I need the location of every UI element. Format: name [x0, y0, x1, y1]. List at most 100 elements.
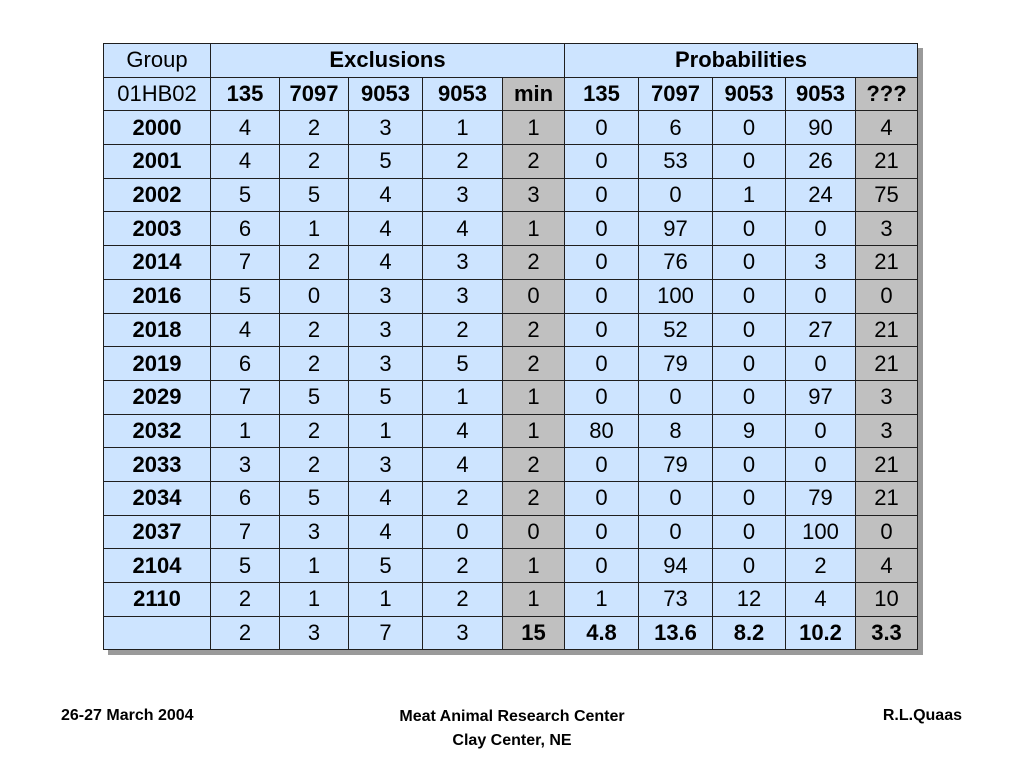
prob-unknown-cell: 3 [855, 211, 918, 247]
prob-cell: 0 [564, 144, 639, 179]
row-label: 2003 [103, 211, 211, 247]
prob-cell: 9 [712, 413, 786, 449]
excl-min-cell: 0 [502, 278, 565, 314]
prob-cell: 0 [712, 514, 786, 550]
prob-cell: 0 [785, 211, 856, 247]
prob-cell: 3 [785, 245, 856, 280]
prob-cell: 0 [712, 447, 786, 482]
prob-cell: 73 [638, 582, 713, 617]
prob-cell: 0 [712, 379, 786, 415]
prob-cell: 52 [638, 312, 713, 348]
excl-cell: 2 [279, 346, 349, 381]
header-row-1: Group Exclusions Probabilities [103, 43, 918, 78]
row-label: 2018 [103, 312, 211, 348]
prob-cell: 79 [638, 346, 713, 381]
prob-cell: 97 [638, 211, 713, 247]
excl-cell: 3 [422, 245, 503, 280]
prob-cell: 27 [785, 312, 856, 348]
row-label: 2104 [103, 548, 211, 583]
prob-cell: 0 [564, 177, 639, 213]
prob-cell: 2 [785, 548, 856, 583]
excl-min-cell: 2 [502, 312, 565, 348]
prob-cell: 0 [564, 346, 639, 381]
excl-min-cell: 1 [502, 413, 565, 449]
totals-row: 2 3 7 3 15 4.8 13.6 8.2 10.2 3.3 [103, 615, 918, 651]
footer-venue-line-2: Clay Center, NE [452, 732, 572, 749]
results-table: Group Exclusions Probabilities 01HB02 13… [103, 43, 918, 651]
prob-unknown-cell: 0 [855, 514, 918, 550]
prob-cell: 0 [564, 447, 639, 482]
prob-unknown-cell: 4 [855, 548, 918, 583]
prob-unknown-cell: 21 [855, 480, 918, 516]
excl-cell: 2 [279, 245, 349, 280]
prob-cell: 100 [638, 278, 713, 314]
prob-cell: 0 [712, 312, 786, 348]
prob-unknown-cell: 10 [855, 582, 918, 617]
excl-min-cell: 2 [502, 346, 565, 381]
excl-cell: 1 [279, 211, 349, 247]
prob-unknown-cell: 3 [855, 379, 918, 415]
excl-min-cell: 1 [502, 582, 565, 617]
prob-cell: 1 [564, 582, 639, 617]
prob-col-header: 9053 [785, 76, 856, 112]
prob-cell: 0 [564, 514, 639, 550]
excl-cell: 5 [279, 177, 349, 213]
totals-label [103, 615, 211, 651]
prob-cell: 0 [712, 110, 786, 146]
excl-cell: 5 [422, 346, 503, 381]
table-row: 2037 7 3 4 0 0 0 0 0 100 0 [103, 514, 918, 550]
prob-cell: 0 [712, 480, 786, 516]
prob-unknown-cell: 21 [855, 144, 918, 179]
prob-cell: 0 [785, 413, 856, 449]
excl-cell: 3 [279, 514, 349, 550]
prob-unknown-cell: 21 [855, 245, 918, 280]
table-row: 2029 7 5 5 1 1 0 0 0 97 3 [103, 379, 918, 415]
excl-cell: 4 [210, 312, 280, 348]
prob-cell: 26 [785, 144, 856, 179]
excl-min-cell: 1 [502, 211, 565, 247]
excl-cell: 4 [348, 177, 423, 213]
group-header: Group [103, 43, 211, 78]
prob-col-header: 7097 [638, 76, 713, 112]
prob-cell: 0 [785, 346, 856, 381]
probabilities-header: Probabilities [564, 43, 918, 78]
excl-cell: 5 [348, 379, 423, 415]
excl-cell: 4 [348, 480, 423, 516]
excl-cell: 3 [422, 278, 503, 314]
row-label: 2014 [103, 245, 211, 280]
prob-cell: 53 [638, 144, 713, 179]
footer-author: R.L.Quaas [882, 707, 962, 724]
footer-venue: Meat Animal Research Center Clay Center,… [312, 705, 712, 753]
prob-cell: 0 [564, 110, 639, 146]
prob-cell: 94 [638, 548, 713, 583]
prob-cell: 100 [785, 514, 856, 550]
table-row: 2016 5 0 3 3 0 0 100 0 0 0 [103, 278, 918, 314]
excl-min-cell: 2 [502, 447, 565, 482]
excl-cell: 3 [210, 447, 280, 482]
prob-cell: 0 [712, 548, 786, 583]
prob-cell: 0 [564, 379, 639, 415]
row-label: 2001 [103, 144, 211, 179]
excl-cell: 5 [348, 548, 423, 583]
prob-unknown-cell: 21 [855, 447, 918, 482]
prob-unknown-cell: 75 [855, 177, 918, 213]
prob-cell: 80 [564, 413, 639, 449]
excl-cell: 5 [279, 379, 349, 415]
footer-date: 26-27 March 2004 [61, 707, 194, 724]
prob-cell: 79 [638, 447, 713, 482]
excl-cell: 3 [348, 346, 423, 381]
prob-cell: 0 [638, 514, 713, 550]
prob-cell: 24 [785, 177, 856, 213]
prob-cell: 0 [638, 480, 713, 516]
prob-cell: 0 [564, 312, 639, 348]
excl-min-cell: 2 [502, 245, 565, 280]
excl-total: 3 [422, 615, 503, 651]
excl-cell: 7 [210, 514, 280, 550]
excl-cell: 3 [348, 447, 423, 482]
prob-cell: 12 [712, 582, 786, 617]
excl-cell: 2 [422, 582, 503, 617]
excl-min-cell: 0 [502, 514, 565, 550]
excl-cell: 6 [210, 346, 280, 381]
prob-cell: 0 [785, 278, 856, 314]
excl-cell: 4 [422, 211, 503, 247]
